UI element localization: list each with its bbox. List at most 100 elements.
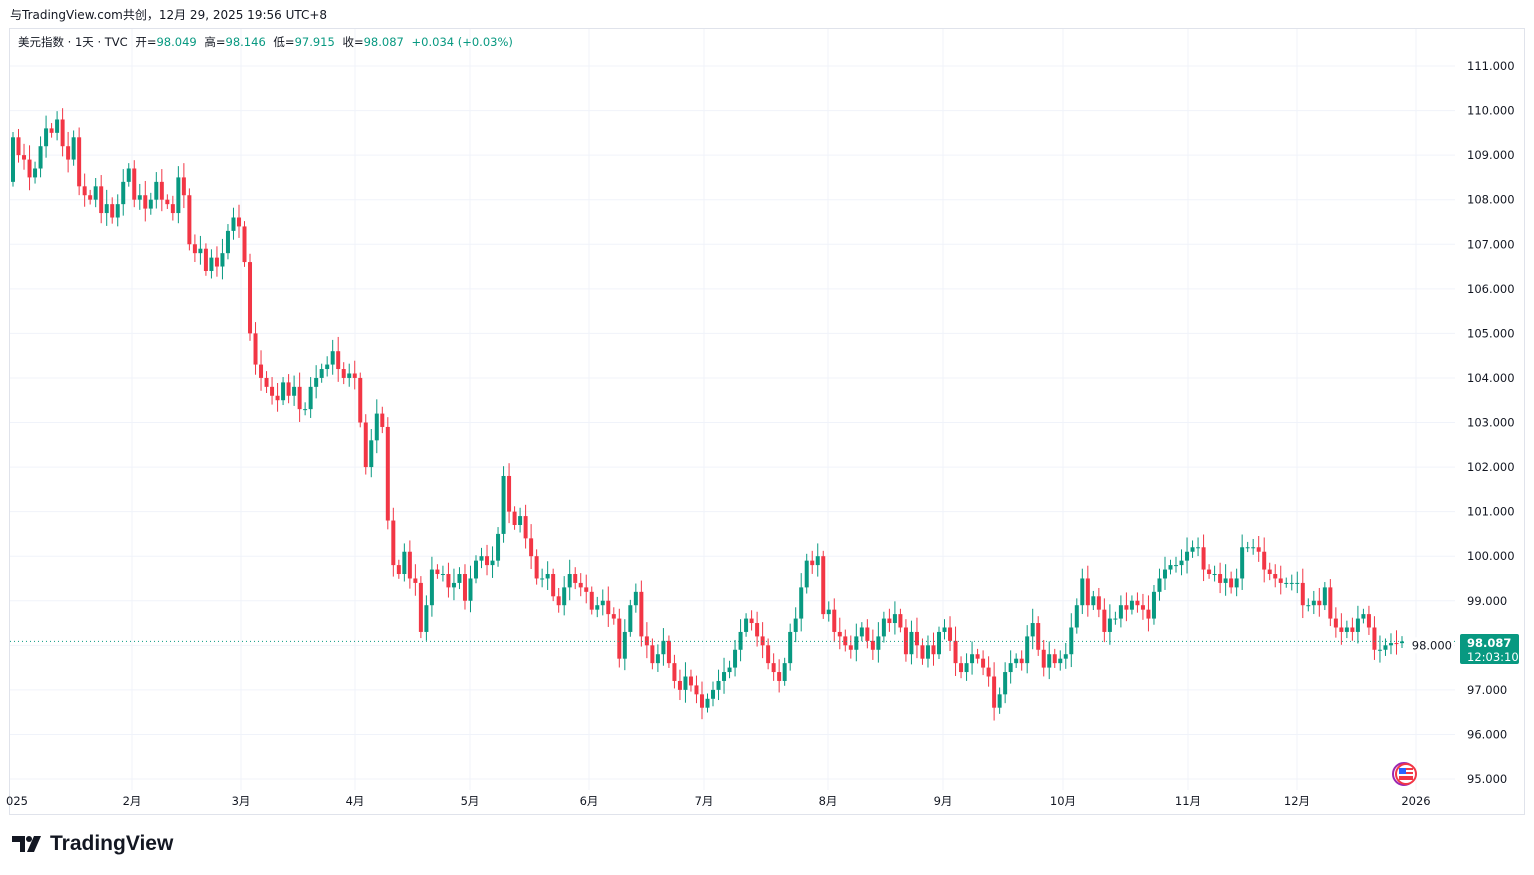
x-tick-label: 5月 <box>461 794 480 808</box>
candle-body <box>898 614 903 628</box>
candle <box>711 681 716 707</box>
candle <box>1052 648 1057 668</box>
candle <box>286 374 291 404</box>
candle-body <box>997 694 1002 708</box>
candle <box>451 568 456 601</box>
candle-body <box>1185 551 1190 561</box>
candle-body <box>683 676 688 690</box>
candle-body <box>192 244 197 254</box>
candle-body <box>369 440 374 468</box>
candle <box>606 586 611 627</box>
candle-body <box>44 128 49 147</box>
candle <box>529 524 534 570</box>
candle-body <box>407 551 412 579</box>
candle <box>1317 587 1322 617</box>
candle <box>997 687 1002 714</box>
candle <box>1366 605 1371 635</box>
tradingview-logo[interactable]: TradingView <box>12 832 173 856</box>
candle-body <box>1361 614 1366 619</box>
candle <box>292 375 297 406</box>
candle-body <box>137 195 142 200</box>
candle-body <box>1014 658 1019 664</box>
candle-body <box>512 511 517 525</box>
symbol-name[interactable]: 美元指数 · 1天 · TVC <box>18 35 128 49</box>
candle <box>1361 608 1366 624</box>
open-value: 98.049 <box>156 35 197 49</box>
candle <box>1030 608 1035 650</box>
candle-body <box>336 351 341 370</box>
candle-body <box>1080 578 1085 606</box>
candle-body <box>104 204 109 214</box>
candle <box>1273 564 1278 588</box>
candle-body <box>325 364 330 370</box>
candle-body <box>1052 654 1057 664</box>
candle <box>264 371 269 393</box>
candle-body <box>176 177 181 214</box>
candle-body <box>214 257 219 267</box>
candle <box>540 568 545 588</box>
candle <box>722 657 727 694</box>
candle <box>639 580 644 647</box>
candle-body <box>1295 582 1300 584</box>
candle <box>804 553 809 594</box>
y-tick-label: 102.000 <box>1467 460 1515 474</box>
candle <box>115 194 120 227</box>
candle <box>1256 535 1261 562</box>
candle <box>165 194 170 209</box>
candle <box>104 189 109 226</box>
candle <box>11 131 15 187</box>
candle-body <box>523 516 528 539</box>
candle-body <box>1113 618 1118 620</box>
candle-body <box>1350 627 1355 632</box>
candle <box>1074 598 1079 634</box>
candle <box>727 660 732 679</box>
candle <box>1190 540 1195 558</box>
candle <box>1289 574 1294 591</box>
candle-body <box>99 186 104 214</box>
us-flag-event-icon[interactable] <box>1392 762 1417 786</box>
candle <box>821 550 826 619</box>
candle <box>253 322 258 375</box>
candle-body <box>1328 587 1333 619</box>
candle <box>1339 613 1344 645</box>
candle <box>953 626 958 676</box>
candle <box>942 619 947 640</box>
candle <box>347 363 352 387</box>
candle <box>192 234 197 262</box>
candle <box>319 363 324 383</box>
candle <box>1080 568 1085 615</box>
candle-body <box>837 631 842 637</box>
candle <box>132 160 137 208</box>
y-tick-label: 100.000 <box>1467 549 1515 563</box>
candle-body <box>793 618 798 632</box>
candle <box>1355 605 1360 644</box>
candle-body <box>573 574 578 583</box>
candle-body <box>198 248 203 254</box>
price-label-countdown: 12:03:10 <box>1467 650 1519 664</box>
y-tick-label-bg <box>1404 637 1454 654</box>
candle-body <box>716 680 721 690</box>
candle-body <box>606 600 611 615</box>
candle <box>694 675 699 704</box>
candle-body <box>297 386 302 410</box>
candle-body <box>589 591 594 610</box>
candle <box>1328 579 1333 627</box>
candle-body <box>1262 551 1267 570</box>
candle <box>771 653 776 681</box>
candle <box>832 598 837 643</box>
candle <box>1394 630 1399 655</box>
candle-body <box>534 556 539 579</box>
candle <box>1322 582 1327 611</box>
candle-body <box>1256 547 1261 552</box>
brand-name: TradingView <box>50 832 174 855</box>
candle-body <box>66 146 71 160</box>
candle <box>854 623 859 662</box>
candle <box>1311 590 1316 615</box>
candle-body <box>1322 587 1327 606</box>
candle-body <box>914 631 919 646</box>
candle <box>760 622 765 659</box>
candle-body <box>1234 578 1239 588</box>
candle <box>672 654 677 689</box>
candle <box>99 175 104 224</box>
